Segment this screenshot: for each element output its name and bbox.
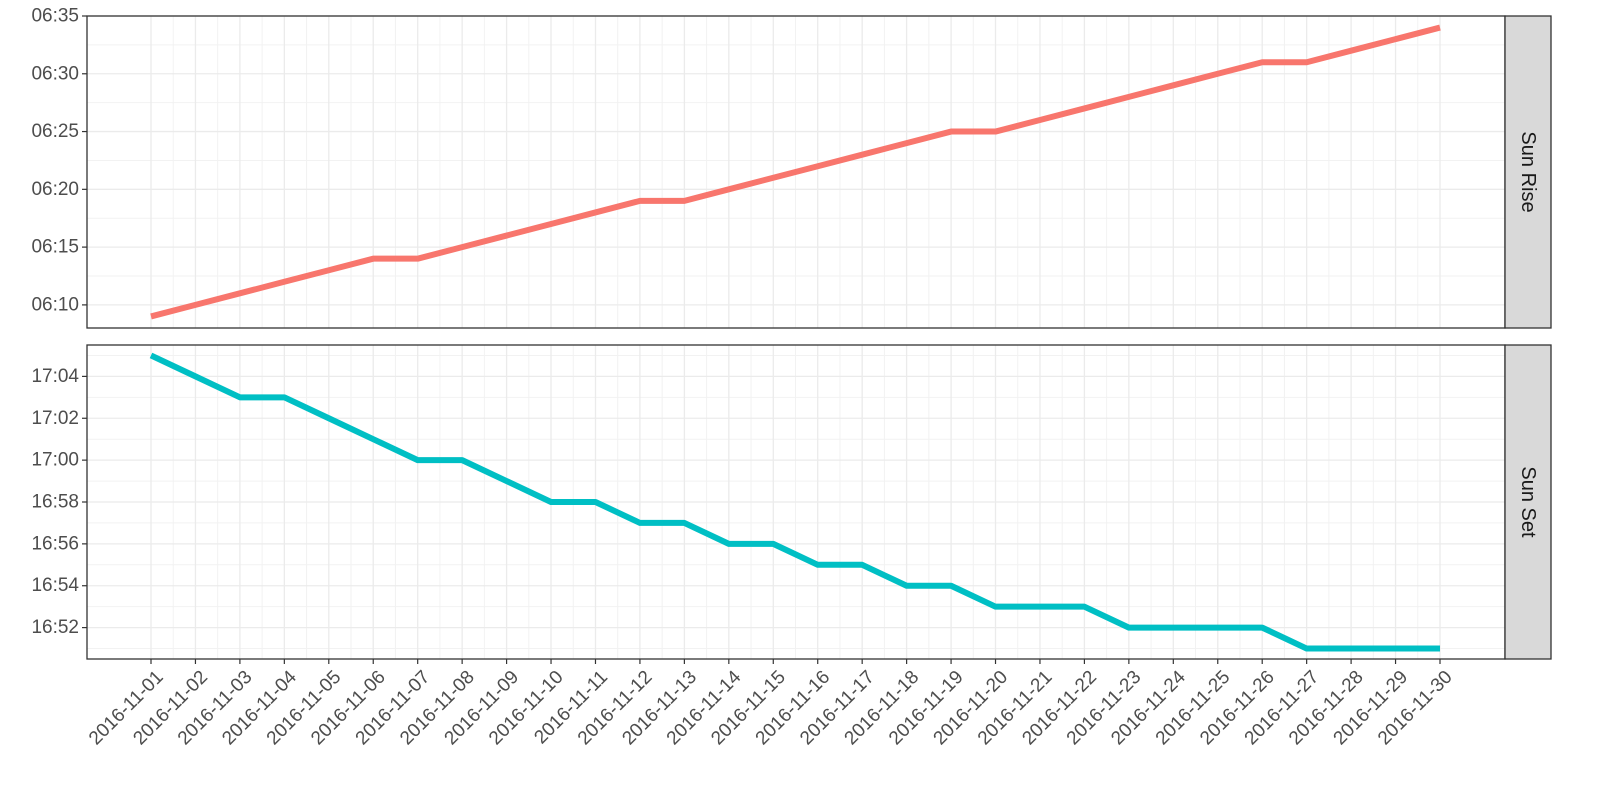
y-tick-label: 06:20: [31, 179, 79, 200]
y-tick-label: 16:56: [31, 533, 79, 554]
facet-strip-label: Sun Rise: [1517, 131, 1539, 212]
y-tick-label: 16:58: [31, 492, 79, 513]
facet-strip: [1504, 344, 1552, 660]
panel-sun-rise: 06:10 06:15 06:20 06:25 06:30 06:35 Sun Rise: [31, 6, 1552, 329]
panels-layer: 06:10 06:15 06:20 06:25 06:30 06:35 Sun Rise 16…: [31, 6, 1552, 660]
facet-strip-label: Sun Set: [1517, 466, 1539, 538]
series-line: [150, 24, 1441, 320]
y-tick-label: 06:30: [31, 63, 79, 84]
x-axis: 2016-11-012016-11-022016-11-032016-11-04…: [85, 659, 1457, 749]
y-tick-label: 16:52: [31, 617, 79, 638]
y-tick-label: 06:10: [31, 294, 79, 315]
facet-strip: [1504, 15, 1552, 329]
y-tick-label: 17:04: [31, 366, 79, 387]
y-tick-label: 06:15: [31, 237, 79, 258]
y-tick-label: 17:00: [31, 450, 79, 471]
series-line: [149, 352, 1440, 652]
y-tick-label: 06:25: [31, 121, 79, 142]
y-tick-label: 17:02: [31, 408, 79, 429]
y-tick-label: 16:54: [31, 575, 79, 596]
panel-sun-set: 16:52 16:54 16:56 16:58 17:00 17:02 17:04 Sun S…: [31, 344, 1552, 660]
y-tick-label: 06:35: [31, 6, 79, 27]
